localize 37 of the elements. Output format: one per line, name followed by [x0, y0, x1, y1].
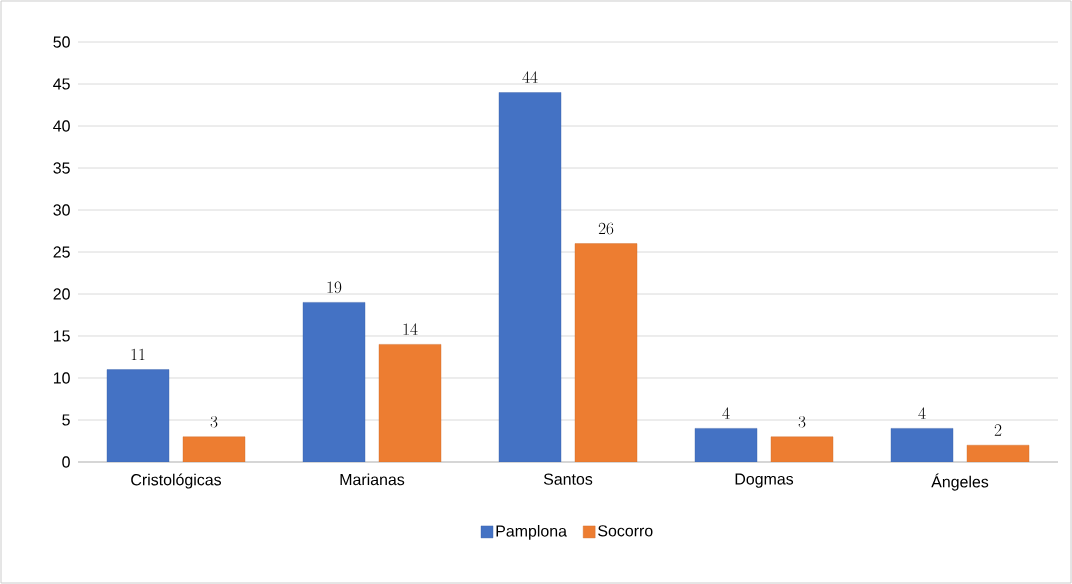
x-tick-label: Cristológicas — [131, 473, 222, 489]
data-label: 3 — [210, 415, 218, 428]
legend-label: Pamplona — [496, 524, 567, 540]
data-label: 19 — [327, 281, 342, 294]
y-tick-label: 5 — [62, 414, 70, 426]
y-tick-label: 30 — [53, 204, 70, 216]
bar — [498, 92, 562, 462]
y-tick-label: 50 — [53, 36, 70, 48]
y-tick-label: 20 — [53, 288, 70, 300]
data-label: 26 — [598, 222, 614, 235]
data-label: 2 — [994, 424, 1002, 436]
data-label: 4 — [722, 407, 730, 419]
data-label: 3 — [798, 415, 806, 428]
y-tick-label: 45 — [53, 78, 70, 90]
bar — [106, 369, 170, 462]
x-tick-label: Santos — [543, 473, 593, 485]
y-tick-label: 35 — [53, 162, 70, 174]
bar — [770, 436, 834, 462]
y-tick-label: 10 — [53, 372, 70, 384]
data-label: 44 — [522, 71, 538, 83]
bar — [574, 243, 638, 462]
x-tick-label: Marianas — [340, 473, 405, 486]
y-tick-label: 25 — [53, 246, 70, 258]
legend-label: Socorro — [598, 525, 653, 537]
data-label: 11 — [131, 348, 145, 361]
x-tick-label: Dogmas — [735, 473, 794, 488]
y-tick-label: 0 — [62, 456, 70, 468]
bar — [302, 302, 366, 462]
data-label: 4 — [918, 407, 926, 419]
bar — [694, 428, 758, 462]
y-tick-label: 15 — [53, 330, 70, 342]
bar — [890, 428, 954, 462]
x-tick-label: Ángeles — [931, 473, 989, 491]
y-tick-label: 40 — [53, 120, 70, 132]
data-label: 14 — [403, 323, 418, 335]
bar — [182, 436, 246, 462]
bar — [378, 344, 442, 462]
